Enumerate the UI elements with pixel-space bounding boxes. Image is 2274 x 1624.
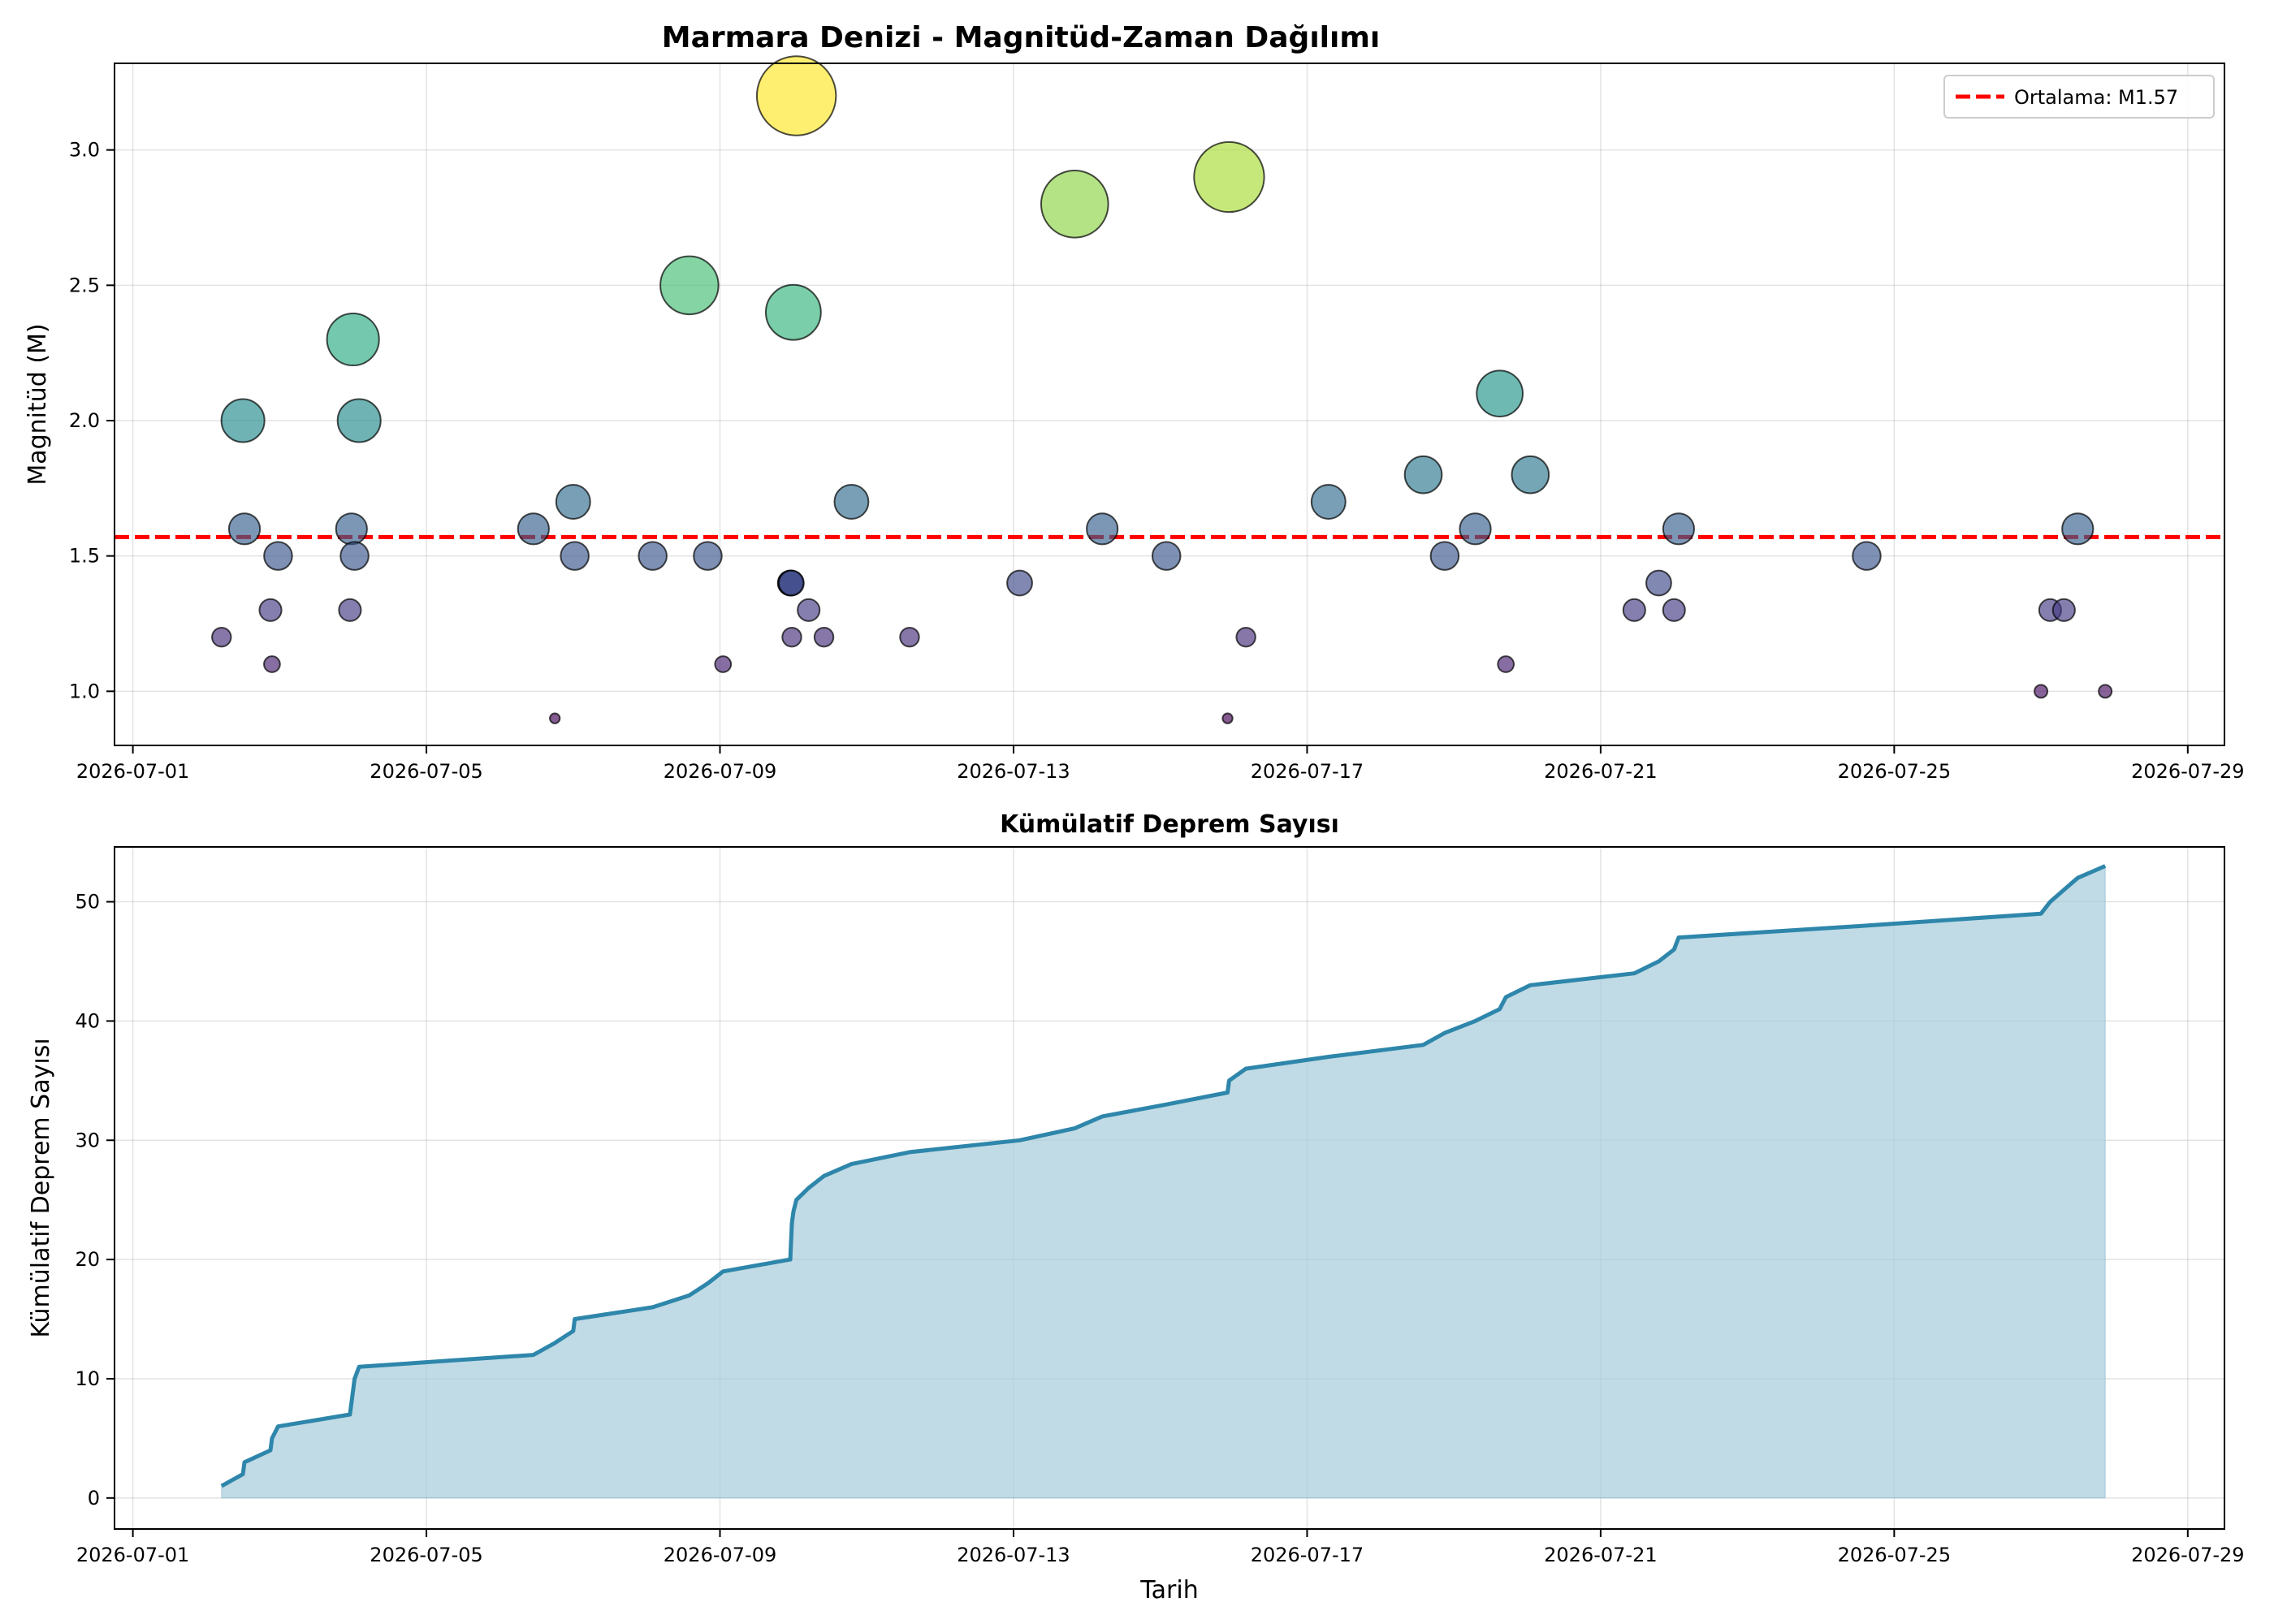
earthquake-point	[1086, 512, 1119, 546]
earthquake-point	[755, 55, 837, 136]
earthquake-point	[1511, 455, 1550, 495]
magnitude-y-axis-label: Magnitüd (M)	[24, 323, 52, 485]
earthquake-point	[1476, 369, 1524, 418]
cumulative-area-layer	[220, 864, 2107, 1499]
legend-box	[1943, 75, 2215, 119]
cumulative-x-tick-label: 2026-07-09	[664, 1544, 776, 1566]
magnitude-y-tick-label: 3.0	[69, 139, 100, 162]
earthquake-point	[549, 712, 561, 724]
earthquake-point	[336, 398, 382, 443]
magnitude-legend: Ortalama: M1.57	[1943, 75, 2215, 119]
earthquake-point	[1235, 626, 1256, 648]
magnitude-x-tick-label: 2026-07-09	[664, 760, 776, 783]
earthquake-point	[1852, 541, 1882, 571]
cumulative-y-ticks: 0 10 20 30 40 50	[75, 891, 115, 1510]
earthquake-point	[659, 255, 720, 316]
magnitude-y-tick-label: 1.0	[69, 680, 100, 702]
cumulative-panel: Kümülatif Deprem Sayısı 2026-07-01 2026-0…	[27, 810, 2245, 1605]
cumulative-y-tick-label: 20	[75, 1248, 100, 1271]
cumulative-y-tick-label: 0	[88, 1487, 100, 1510]
earthquake-point	[714, 655, 733, 673]
earthquake-point	[335, 512, 368, 546]
earthquake-point	[1193, 140, 1265, 214]
cumulative-x-tick-label: 2026-07-05	[370, 1544, 482, 1566]
earthquake-point	[1459, 512, 1492, 546]
earthquake-point	[555, 484, 591, 520]
magnitude-grid	[115, 63, 2224, 745]
earthquake-point	[781, 626, 802, 648]
cumulative-y-tick-label: 10	[75, 1367, 100, 1390]
earthquake-point	[1403, 455, 1443, 495]
earthquake-point	[638, 541, 668, 571]
earthquake-point	[2051, 598, 2076, 622]
magnitude-x-tick-label: 2026-07-05	[370, 760, 482, 783]
earthquake-point	[833, 484, 870, 520]
cumulative-x-tick-label: 2026-07-21	[1544, 1544, 1657, 1566]
magnitude-points	[211, 55, 2113, 724]
earthquake-point	[1497, 655, 1515, 673]
earthquake-point	[263, 541, 293, 571]
cumulative-y-tick-label: 40	[75, 1009, 100, 1032]
earthquake-point	[258, 598, 283, 622]
cumulative-x-axis-label: Tarih	[1139, 1576, 1198, 1605]
cumulative-plot-frame	[114, 846, 2225, 1530]
earthquake-point	[1151, 541, 1182, 571]
earthquake-point	[326, 312, 380, 367]
earthquake-point	[813, 626, 835, 648]
earthquake-point	[339, 541, 370, 571]
earthquake-point	[899, 626, 920, 648]
magnitude-x-ticks: 2026-07-01 2026-07-05 2026-07-09 2026-07-13…	[76, 745, 2245, 783]
earthquake-point	[211, 626, 232, 648]
earthquake-point	[777, 569, 805, 597]
earthquake-point	[338, 598, 362, 622]
earthquake-point	[2034, 684, 2049, 699]
cumulative-x-tick-label: 2026-07-29	[2131, 1544, 2244, 1566]
magnitude-x-tick-label: 2026-07-25	[1838, 760, 1951, 783]
magnitude-plot-frame	[114, 63, 2225, 746]
earthquake-point	[227, 512, 262, 546]
cumulative-area-fill	[221, 865, 2106, 1499]
earthquake-point	[263, 655, 281, 673]
magnitude-x-tick-label: 2026-07-13	[957, 760, 1070, 783]
earthquake-point	[517, 512, 550, 546]
magnitude-y-tick-label: 1.5	[69, 545, 100, 568]
cumulative-y-tick-label: 30	[75, 1129, 100, 1151]
earthquake-point	[1040, 170, 1109, 239]
cumulative-x-tick-label: 2026-07-01	[76, 1544, 189, 1566]
cumulative-y-tick-label: 50	[75, 891, 100, 914]
earthquake-point	[1006, 569, 1033, 597]
magnitude-time-panel: Marmara Denizi - Magnitüd-Zaman Dağılımı…	[24, 21, 2245, 783]
earthquake-point	[1645, 569, 1672, 597]
cumulative-y-axis-label: Kümülatif Deprem Sayısı	[27, 1038, 55, 1337]
earthquake-point	[1221, 712, 1234, 724]
earthquake-point	[220, 398, 266, 443]
legend-mean-label: Ortalama: M1.57	[2014, 86, 2178, 109]
magnitude-x-tick-label: 2026-07-21	[1544, 760, 1657, 783]
cumulative-x-ticks: 2026-07-01 2026-07-05 2026-07-09 2026-07-13…	[76, 1529, 2245, 1566]
earthquake-point	[2098, 684, 2113, 699]
earthquake-point	[693, 541, 723, 571]
earthquake-point	[1622, 598, 1646, 622]
cumulative-count-line	[220, 864, 2107, 1488]
magnitude-x-tick-label: 2026-07-17	[1251, 760, 1364, 783]
magnitude-x-tick-label: 2026-07-01	[76, 760, 189, 783]
magnitude-y-tick-label: 2.5	[69, 274, 100, 296]
earthquake-point	[1429, 541, 1460, 571]
cumulative-x-tick-label: 2026-07-17	[1251, 1544, 1364, 1566]
earthquake-point	[1662, 512, 1696, 546]
earthquake-point	[2061, 512, 2095, 546]
cumulative-x-tick-label: 2026-07-13	[957, 1544, 1070, 1566]
earthquake-point	[1310, 484, 1347, 520]
cumulative-x-tick-label: 2026-07-25	[1838, 1544, 1951, 1566]
earthquake-point	[560, 541, 590, 571]
earthquake-point	[797, 598, 821, 622]
magnitude-y-tick-label: 2.0	[69, 409, 100, 432]
magnitude-chart-title: Marmara Denizi - Magnitüd-Zaman Dağılımı	[662, 21, 1380, 54]
earthquake-point	[1662, 598, 1686, 622]
cumulative-chart-title: Kümülatif Deprem Sayısı	[1000, 810, 1339, 839]
magnitude-x-tick-label: 2026-07-29	[2131, 760, 2244, 783]
earthquake-point	[764, 283, 822, 341]
magnitude-y-ticks: 1.0 1.5 2.0 2.5 3.0	[69, 139, 115, 702]
